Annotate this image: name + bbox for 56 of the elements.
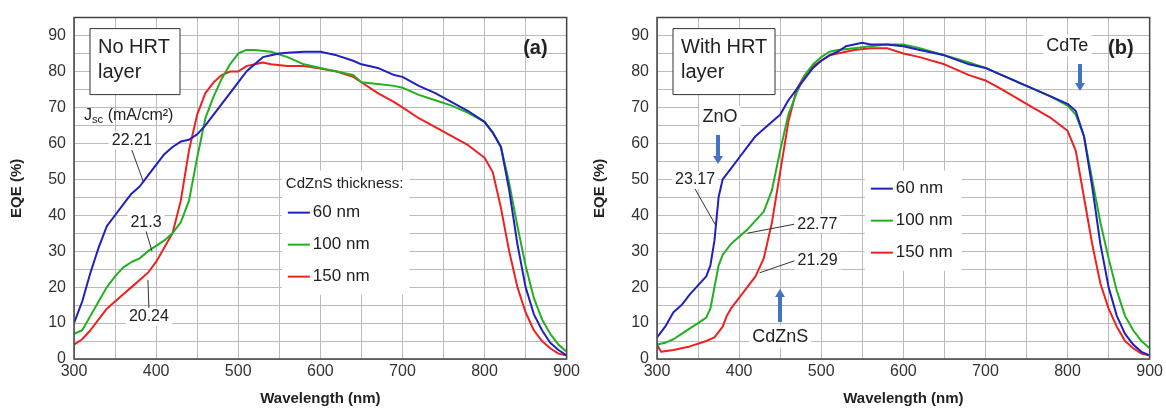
legend-label: 100 nm xyxy=(895,210,953,230)
y-tick-label: 90 xyxy=(631,25,650,43)
annotation: With HRT layer xyxy=(681,35,768,83)
y-axis-title: EQE (%) xyxy=(7,158,25,218)
y-tick-label: 50 xyxy=(48,169,67,187)
annotation: 20.24 xyxy=(128,307,170,325)
annotation: 23.17 xyxy=(675,170,716,188)
legend-label: 100 nm xyxy=(312,234,370,254)
y-tick-label: 50 xyxy=(631,169,650,187)
x-tick-label: 800 xyxy=(471,362,498,380)
y-tick-label: 30 xyxy=(48,241,67,259)
y-tick-label: 80 xyxy=(631,61,650,79)
annotation: (a) xyxy=(523,36,548,59)
x-tick-label: 300 xyxy=(643,362,671,380)
annotation: CdTe xyxy=(1046,34,1089,55)
y-tick-label: 90 xyxy=(48,25,67,43)
y-tick-label: 80 xyxy=(48,61,67,79)
y-tick-label: 40 xyxy=(48,205,67,223)
annotation: 21.29 xyxy=(797,251,838,269)
y-axis-title: EQE (%) xyxy=(590,158,608,218)
annotation: CdZnS xyxy=(752,325,809,346)
x-tick-label: 700 xyxy=(389,362,416,380)
x-axis-title: Wavelength (nm) xyxy=(843,389,964,407)
y-tick-label: 20 xyxy=(631,277,650,295)
y-tick-label: 60 xyxy=(48,133,67,151)
x-tick-label: 400 xyxy=(142,362,170,380)
x-tick-label: 900 xyxy=(1136,362,1164,380)
x-tick-label: 800 xyxy=(1054,362,1081,380)
legend-title: CdZnS thickness: xyxy=(285,173,404,191)
y-tick-label: 70 xyxy=(631,97,650,115)
x-tick-label: 500 xyxy=(224,362,252,380)
x-tick-label: 600 xyxy=(889,362,917,380)
annotation: 22.77 xyxy=(797,214,838,232)
y-tick-label: 20 xyxy=(48,277,67,295)
y-tick-label: 30 xyxy=(631,241,650,259)
annotation: No HRT layer xyxy=(98,35,170,83)
annotation: 21.3 xyxy=(130,212,162,230)
x-tick-label: 900 xyxy=(553,362,581,380)
y-tick-label: 70 xyxy=(48,97,67,115)
y-tick-label: 10 xyxy=(631,313,650,331)
y-tick-label: 40 xyxy=(631,205,650,223)
x-tick-label: 300 xyxy=(60,362,88,380)
x-tick-label: 400 xyxy=(725,362,753,380)
x-tick-label: 600 xyxy=(306,362,334,380)
legend-label: 150 nm xyxy=(895,242,953,262)
annotation: 22.21 xyxy=(111,131,152,149)
legend-label: 150 nm xyxy=(312,266,370,286)
annotation: (b) xyxy=(1108,36,1134,59)
x-tick-label: 700 xyxy=(972,362,999,380)
annotation: ZnO xyxy=(702,105,738,126)
y-tick-label: 60 xyxy=(631,133,650,151)
legend-label: 60 nm xyxy=(312,202,361,222)
legend-label: 60 nm xyxy=(895,178,944,198)
x-tick-label: 500 xyxy=(807,362,835,380)
x-axis-title: Wavelength (nm) xyxy=(260,389,381,407)
y-tick-label: 10 xyxy=(48,313,67,331)
